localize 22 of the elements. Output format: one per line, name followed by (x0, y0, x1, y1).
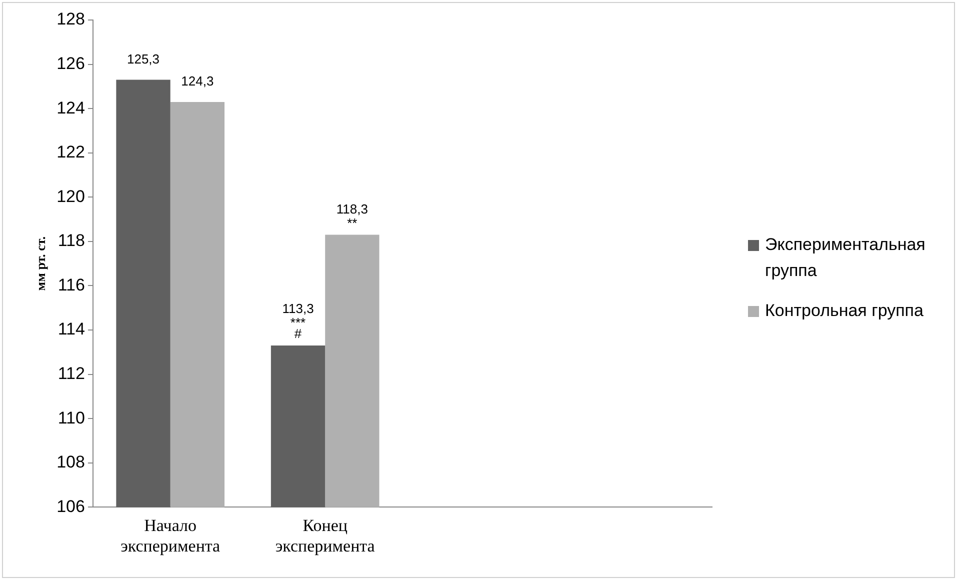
data-label: 118,3 (336, 201, 368, 216)
data-label: 113,3 (282, 301, 314, 316)
y-tick-label: 118 (58, 231, 85, 250)
x-tick-label: Конец эксперимента (275, 516, 376, 556)
y-tick-label: 114 (58, 320, 85, 339)
y-tick-label: 116 (58, 275, 85, 294)
legend-label: Экспериментальная группа (765, 234, 926, 282)
y-tick-label: 124 (56, 98, 85, 118)
y-axis-title: мм рт. ст. (33, 236, 48, 291)
y-tick-label: 128 (56, 10, 85, 29)
data-label: 124,3 (181, 74, 214, 89)
legend-label: Контрольная группа (765, 300, 924, 322)
x-tick-label: Начало эксперимента (120, 516, 221, 556)
data-label: 125,3 (126, 51, 160, 66)
annotation: ** (347, 215, 358, 230)
y-tick-label: 122 (56, 142, 85, 162)
y-tick-label: 108 (56, 452, 85, 472)
y-tick-label: 110 (58, 408, 85, 428)
y-tick-label: 112 (58, 364, 85, 384)
y-tick-label: 120 (56, 186, 85, 206)
y-tick-label: 126 (56, 54, 85, 73)
y-tick-label: 106 (56, 496, 85, 516)
